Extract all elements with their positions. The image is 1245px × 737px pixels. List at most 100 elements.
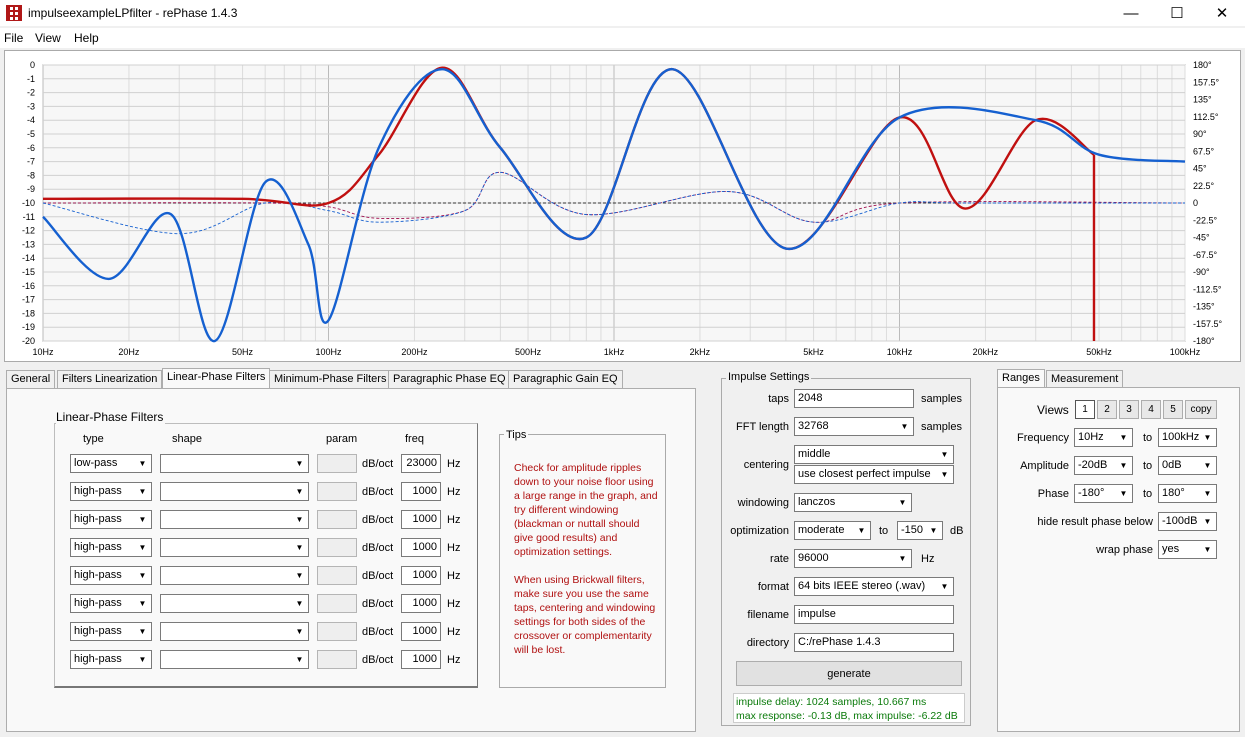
menu-help[interactable]: Help [74,31,99,45]
filter-freq-input[interactable]: 1000 [401,594,441,613]
freq-from-select[interactable]: 10Hz ▼ [1074,428,1133,447]
filter-shape-select[interactable]: ▼ [160,594,309,613]
filter-shape-select[interactable]: ▼ [160,622,309,641]
freq-to-value: 100kHz [1162,431,1200,443]
chevron-down-icon: ▼ [135,540,150,555]
x-tick-label: 2kHz [690,347,711,357]
tab-paragraphic-phase-eq[interactable]: Paragraphic Phase EQ [388,370,511,388]
filter-freq-input[interactable]: 1000 [401,510,441,529]
filter-slope-unit: dB/oct [362,598,394,610]
minimize-button[interactable]: — [1123,4,1139,22]
filter-type-select[interactable]: high-pass ▼ [70,510,152,529]
tips-title: Tips [504,429,529,441]
view-4-button[interactable]: 4 [1141,400,1161,419]
wrap-phase-value: yes [1162,543,1180,555]
graph-panel[interactable]: 0 -1 -2 -3 -4 -5 -6 -7 -8 -9 -10 -11 -12 -13 -14 -15 -16… [4,50,1241,362]
directory-input[interactable]: C:/rePhase 1.4.3 [794,633,954,652]
tab-paragraphic-gain-eq[interactable]: Paragraphic Gain EQ [508,370,623,388]
freq-to-select[interactable]: 100kHz ▼ [1158,428,1217,447]
optimization-db-select[interactable]: -150 ▼ [897,521,943,540]
y-right-tick-label: 157.5° [1193,77,1220,87]
menu-file[interactable]: File [4,31,24,45]
tab-linear-phase-filters[interactable]: Linear-Phase Filters [162,368,271,389]
response-graph[interactable]: 0 -1 -2 -3 -4 -5 -6 -7 -8 -9 -10 -11 -12 -13 -14 -15 -16… [5,51,1242,363]
filter-shape-select[interactable]: ▼ [160,454,309,473]
filter-type-select[interactable]: high-pass ▼ [70,622,152,641]
tab-minimum-phase-filters[interactable]: Minimum-Phase Filters [269,370,392,388]
amp-to-select[interactable]: 0dB ▼ [1158,456,1217,475]
view-1-button[interactable]: 1 [1075,400,1095,419]
filter-param-input[interactable] [317,622,357,641]
taps-input[interactable]: 2048 [794,389,914,408]
filter-shape-select[interactable]: ▼ [160,566,309,585]
col-param: param [326,433,358,445]
centering-select[interactable]: middle ▼ [794,445,954,464]
view-3-button[interactable]: 3 [1119,400,1139,419]
copy-button[interactable]: copy [1185,400,1217,419]
filter-shape-select[interactable]: ▼ [160,538,309,557]
y-right-tick-label: 45° [1193,164,1207,174]
phase-from-select[interactable]: -180° ▼ [1074,484,1133,503]
wrap-phase-select[interactable]: yes ▼ [1158,540,1217,559]
filter-param-input[interactable] [317,510,357,529]
filter-freq-input[interactable]: 1000 [401,482,441,501]
chevron-down-icon: ▼ [292,540,307,555]
tab-general[interactable]: General [6,370,56,388]
filter-freq-input[interactable]: 1000 [401,650,441,669]
filter-type-select[interactable]: high-pass ▼ [70,538,152,557]
menu-view[interactable]: View [35,31,61,45]
y-right-tick-label: -45° [1193,233,1210,243]
tab-filters-linearization[interactable]: Filters Linearization [57,370,163,388]
filter-freq-input[interactable]: 1000 [401,538,441,557]
hide-phase-select[interactable]: -100dB ▼ [1158,512,1217,531]
filter-type-select[interactable]: high-pass ▼ [70,650,152,669]
close-button[interactable]: ✕ [1215,5,1229,22]
y-right-tick-label: -67.5° [1193,250,1218,260]
fft-select[interactable]: 32768 ▼ [794,417,914,436]
centering-label: centering [743,459,789,471]
view-2-button[interactable]: 2 [1097,400,1117,419]
y-right-tick-label: 112.5° [1193,112,1219,122]
filter-param-input[interactable] [317,650,357,669]
chevron-down-icon: ▼ [854,523,869,538]
view-5-button[interactable]: 5 [1163,400,1183,419]
taps-label: taps [768,393,789,405]
generate-button[interactable]: generate [736,661,962,686]
filter-param-input[interactable] [317,566,357,585]
filter-type-select[interactable]: low-pass ▼ [70,454,152,473]
filter-shape-select[interactable]: ▼ [160,650,309,669]
phase-label: Phase [1037,488,1069,500]
chevron-down-icon: ▼ [895,551,910,566]
filter-freq-input[interactable]: 23000 [401,454,441,473]
filter-param-input[interactable] [317,482,357,501]
filter-slope-unit: dB/oct [362,486,394,498]
maximize-button[interactable]: ☐ [1170,5,1184,22]
rate-select[interactable]: 96000 ▼ [794,549,912,568]
filter-shape-select[interactable]: ▼ [160,510,309,529]
chevron-down-icon: ▼ [1200,486,1215,501]
filter-freq-input[interactable]: 1000 [401,566,441,585]
windowing-select[interactable]: lanczos ▼ [794,493,912,512]
tab-measurement[interactable]: Measurement [1046,370,1124,388]
filter-type-select[interactable]: high-pass ▼ [70,482,152,501]
phase-to-select[interactable]: 180° ▼ [1158,484,1217,503]
amp-from-select[interactable]: -20dB ▼ [1074,456,1133,475]
chevron-down-icon: ▼ [135,652,150,667]
filename-input[interactable]: impulse [794,605,954,624]
filter-shape-select[interactable]: ▼ [160,482,309,501]
x-tick-label: 20Hz [118,347,140,357]
tips-box [499,434,666,688]
filter-type-select[interactable]: high-pass ▼ [70,566,152,585]
filter-type-select[interactable]: high-pass ▼ [70,594,152,613]
optimization-select[interactable]: moderate ▼ [794,521,871,540]
directory-label: directory [746,637,789,649]
filter-param-input[interactable] [317,454,357,473]
tab-ranges[interactable]: Ranges [997,369,1045,390]
filter-freq-input[interactable]: 1000 [401,622,441,641]
filter-param-input[interactable] [317,594,357,613]
centering-mode-select[interactable]: use closest perfect impulse ▼ [794,465,954,484]
filter-type-value: high-pass [74,485,122,497]
format-select[interactable]: 64 bits IEEE stereo (.wav) ▼ [794,577,954,596]
y-right-tick-label: -22.5° [1193,215,1218,225]
filter-param-input[interactable] [317,538,357,557]
